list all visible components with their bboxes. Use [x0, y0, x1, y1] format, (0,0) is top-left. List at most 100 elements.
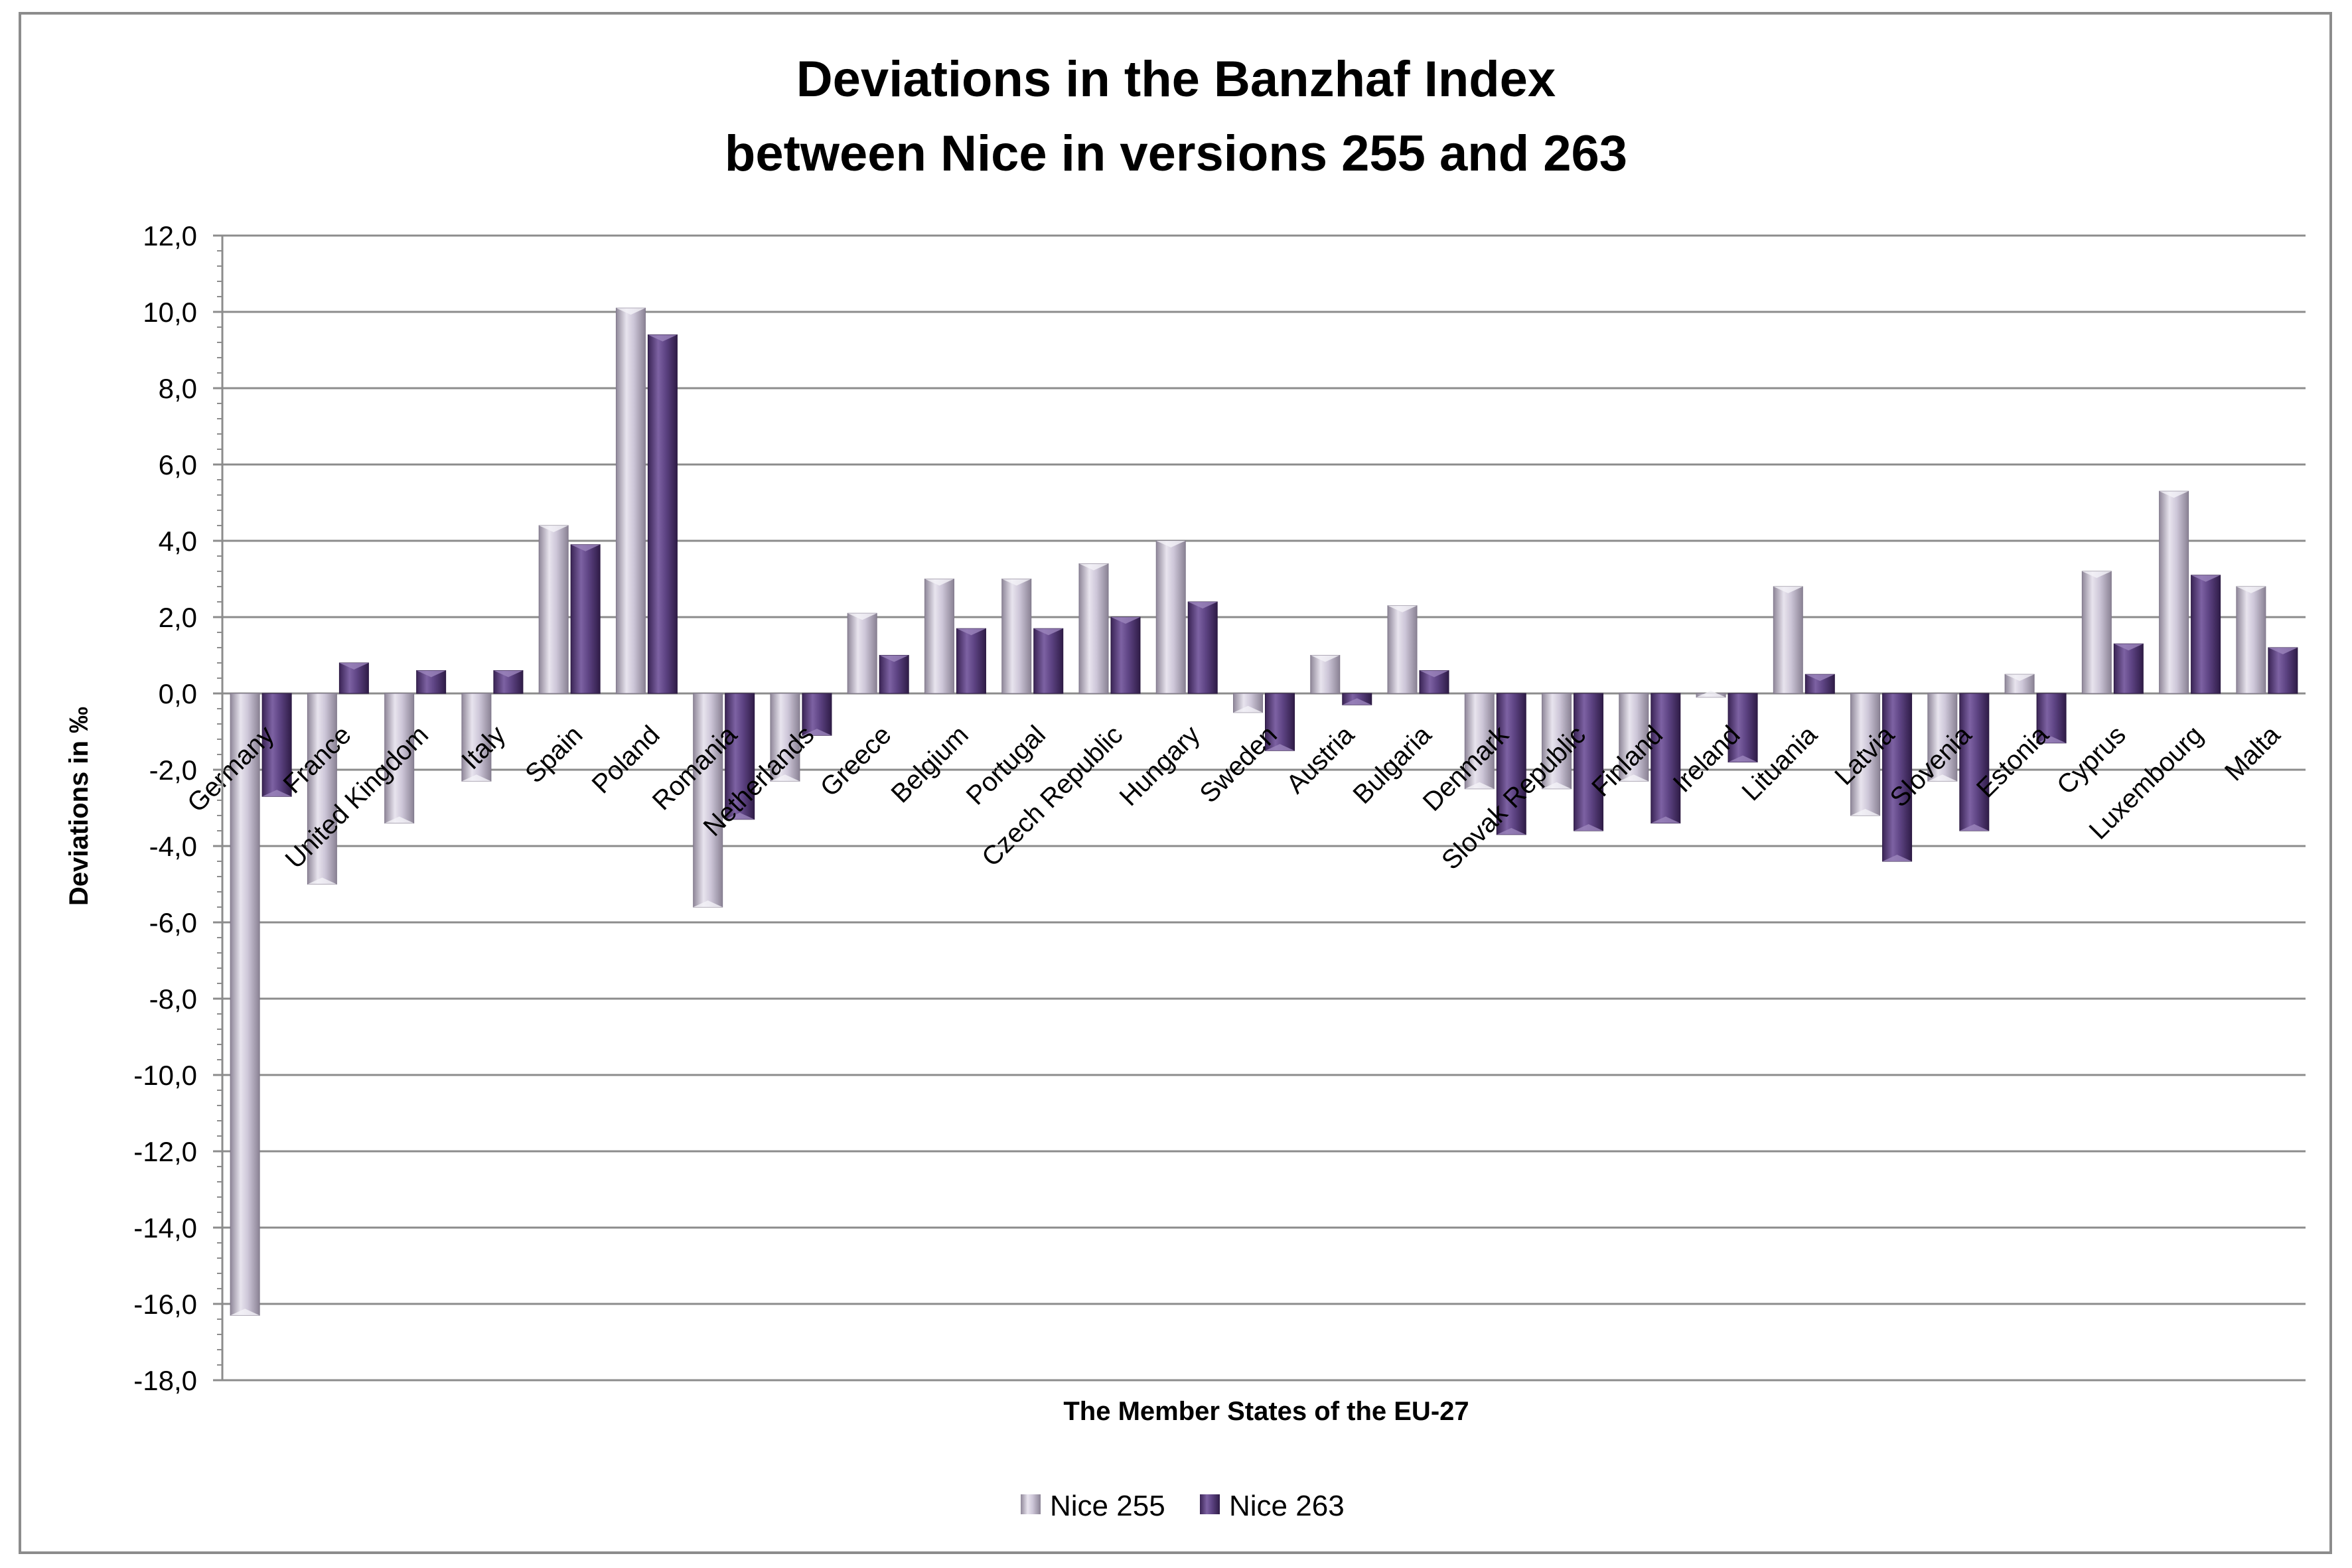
legend-swatch-nice-263 [1200, 1494, 1220, 1514]
bar-cap [847, 613, 877, 620]
bar-cap [879, 655, 909, 662]
bar-nice-255 [2159, 490, 2189, 694]
x-tick-label: Spain [520, 720, 588, 788]
y-tick-label: -6,0 [149, 907, 197, 938]
bar-cap [1265, 744, 1295, 751]
bar-nice-263 [725, 693, 755, 820]
y-tick-label: -16,0 [133, 1289, 197, 1320]
bar-cap [1078, 563, 1108, 571]
bar-cap [648, 334, 678, 342]
bar-cap [802, 729, 832, 736]
y-axis-title: Deviations in ‰ [64, 707, 94, 906]
bar-cap [1696, 690, 1726, 697]
bar-nice-263 [1187, 601, 1218, 694]
bar-nice-255 [770, 693, 800, 782]
x-tick-label: Malta [2219, 720, 2286, 787]
bar-cap [2191, 575, 2221, 582]
bar-cap [1959, 824, 1989, 831]
y-tick-label: 0,0 [159, 678, 197, 709]
bar-cap [339, 663, 369, 670]
y-tick-label: 6,0 [159, 449, 197, 480]
bar-cap [1542, 782, 1572, 789]
bar-nice-263 [1574, 693, 1604, 831]
bar-cap [2236, 587, 2266, 593]
bar-cap [230, 1309, 260, 1316]
y-tick-label: -2,0 [149, 754, 197, 786]
bar-nice-255 [1850, 693, 1881, 816]
bar-nice-263 [1651, 693, 1681, 823]
x-tick-label: Belgium [886, 720, 974, 808]
bar-nice-255 [230, 693, 260, 1316]
bar-cap [539, 526, 569, 532]
bar-nice-255 [847, 612, 877, 694]
bar-cap [1188, 602, 1218, 608]
bar-cap [1420, 670, 1449, 677]
bar-cap [1233, 705, 1263, 713]
bar-cap [2159, 491, 2189, 498]
bar-nice-263 [2113, 643, 2144, 694]
bar-nice-263 [2268, 647, 2298, 694]
bar-nice-255 [384, 693, 415, 823]
bar-cap [1001, 579, 1031, 586]
bar-cap [616, 308, 646, 315]
bar-nice-255 [461, 693, 492, 782]
y-tick-label: 10,0 [143, 297, 197, 328]
bar-cap [1773, 587, 1803, 593]
bar-nice-255 [1619, 693, 1649, 782]
bar-nice-255 [693, 693, 723, 908]
x-tick-label: Sweden [1195, 720, 1283, 808]
bar-nice-263 [2191, 575, 2221, 694]
bar-nice-255 [1078, 563, 1109, 694]
bar-cap [1850, 809, 1880, 816]
bar-nice-255 [2236, 586, 2266, 694]
bar-cap [1805, 674, 1835, 681]
bar-cap [2037, 736, 2067, 743]
bar-cap [1574, 824, 1603, 831]
y-tick-label: -4,0 [149, 831, 197, 862]
bar-cap [1882, 855, 1912, 861]
bar-cap [384, 816, 414, 823]
x-tick-label: Hungary [1114, 720, 1206, 812]
bar-cap [461, 774, 491, 782]
bar-nice-263 [956, 628, 986, 694]
bar-nice-255 [2081, 571, 2112, 694]
legend-swatch-nice-255 [1021, 1494, 1041, 1514]
bar-cap [1388, 605, 1418, 612]
bar-nice-263 [261, 693, 292, 797]
bar-cap [1033, 628, 1063, 636]
chart-title-line-2: between Nice in versions 255 and 263 [725, 125, 1627, 182]
bar-cap [1110, 617, 1140, 624]
bar-nice-263 [1496, 693, 1526, 835]
bar-nice-255 [1773, 586, 1803, 694]
bar-cap [770, 774, 800, 782]
bar-cap [1728, 755, 1758, 762]
y-tick-label: -8,0 [149, 983, 197, 1015]
y-tick-label: -10,0 [133, 1060, 197, 1091]
bar-nice-263 [570, 544, 601, 694]
y-tick-label: -14,0 [133, 1212, 197, 1244]
y-tick-label: 8,0 [159, 373, 197, 404]
x-tick-label: Poland [587, 720, 666, 799]
bar-cap [2114, 644, 2144, 651]
bar-nice-263 [1033, 628, 1064, 694]
bar-cap [416, 670, 446, 677]
chart-title-line-1: Deviations in the Banzhaf Index [796, 51, 1556, 107]
bar-nice-255 [1387, 605, 1418, 694]
bar-cap [1651, 816, 1680, 823]
y-axis-ticks: 12,0 10,0 8,0 6,0 4,0 2,0 0,0 -2,0 -4,0 -6,0 -8,0 -… [133, 220, 197, 1396]
bar-nice-255 [538, 525, 569, 694]
bar-nice-263 [647, 334, 678, 694]
bar-nice-263 [1110, 616, 1141, 694]
bar-cap [1927, 774, 1957, 782]
bar-nice-255 [615, 307, 646, 694]
bar-nice-263 [1959, 693, 1990, 831]
bar-cap [571, 544, 601, 551]
bar-cap [2005, 674, 2035, 681]
bar-nice-263 [1727, 693, 1758, 762]
bars [230, 307, 2298, 1316]
legend: Nice 255 Nice 263 [1021, 1490, 1345, 1522]
bar-cap [1156, 541, 1186, 547]
x-axis-title: The Member States of the EU-27 [1063, 1397, 1469, 1426]
bar-cap [956, 628, 986, 636]
